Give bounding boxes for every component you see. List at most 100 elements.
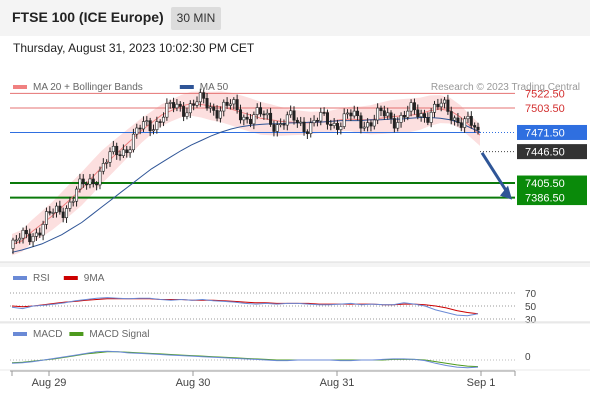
candle-body: [269, 112, 273, 125]
candle-body: [31, 236, 35, 243]
candle-body: [292, 110, 296, 121]
candle-body: [319, 112, 323, 122]
rsi-pane: [0, 267, 590, 322]
candle-body: [446, 99, 450, 112]
forecast-arrow-shaft: [480, 151, 510, 195]
x-axis-pane: [0, 371, 590, 400]
x-label-2: Aug 31: [320, 377, 355, 389]
candle-body: [299, 121, 303, 124]
candle-body: [399, 115, 403, 123]
candle-body: [175, 103, 179, 109]
legend-swatch-0: [13, 85, 27, 89]
candle-body: [188, 103, 192, 114]
candle-body: [396, 122, 400, 129]
candle-body: [249, 118, 253, 125]
candle-body: [44, 211, 48, 225]
timeframe-badge[interactable]: 30 MIN: [171, 7, 221, 30]
candle-body: [238, 109, 242, 121]
candle-body: [195, 101, 199, 106]
candle-body: [289, 110, 293, 116]
candle-body: [386, 112, 390, 117]
candle-body: [279, 123, 283, 126]
candle-body: [172, 102, 176, 109]
candle-body: [85, 183, 89, 186]
macd-pane: [0, 324, 590, 369]
candle-body: [409, 102, 413, 112]
candle-body: [121, 149, 125, 156]
level-label-5: 7386.50: [525, 193, 565, 205]
candle-body: [272, 124, 276, 132]
macd-level-label: 0: [525, 352, 531, 363]
credit-label: Research © 2023 Trading Central: [431, 82, 580, 93]
candle-body: [232, 99, 236, 105]
rsi-legend-swatch-1: [63, 276, 78, 280]
candle-body: [255, 107, 259, 115]
candle-body: [105, 161, 109, 164]
candle-body: [18, 237, 22, 241]
last-price-tag: [517, 144, 587, 160]
candle-body: [54, 205, 58, 213]
resistance-tag: [517, 124, 587, 140]
candle-body: [41, 224, 45, 236]
candle-body: [205, 98, 209, 109]
candle-body: [429, 111, 433, 123]
candle-body: [379, 107, 383, 112]
candle-body: [275, 124, 279, 132]
candle-body: [152, 129, 156, 132]
candle-body: [215, 110, 219, 119]
candle-body: [218, 110, 222, 119]
candle-body: [309, 122, 313, 134]
candle-body: [335, 123, 339, 130]
candle-body: [439, 102, 443, 108]
candle-body: [469, 116, 473, 126]
candle-body: [65, 208, 69, 219]
candle-body: [342, 113, 346, 127]
candle-body: [24, 229, 28, 235]
rsi-level-label-2: 30: [525, 315, 537, 326]
candle-body: [225, 101, 229, 106]
rsi-legend-label-0: RSI: [33, 273, 50, 284]
candle-body: [38, 232, 42, 236]
candle-body: [141, 121, 145, 130]
candle-body: [228, 103, 232, 106]
candle-body: [436, 103, 440, 108]
rsi-level-label-1: 50: [525, 302, 537, 313]
macd-line: [11, 350, 479, 369]
candle-body: [369, 122, 373, 127]
support-tag: [517, 175, 587, 191]
candle-body: [28, 233, 32, 243]
candle-body: [366, 122, 370, 128]
candle-body: [71, 200, 75, 203]
candle-body: [202, 92, 206, 99]
x-label-1: Aug 30: [176, 377, 211, 389]
candle-body: [285, 114, 289, 126]
candle-body: [185, 112, 189, 117]
candle-body: [91, 178, 95, 185]
candle-body: [11, 239, 15, 249]
legend-label-0: MA 20 + Bollinger Bands: [33, 82, 143, 93]
candle-body: [412, 102, 416, 111]
macd-legend-swatch-1: [69, 332, 84, 336]
candle-body: [312, 119, 316, 124]
candle-body: [182, 106, 186, 117]
candle-body: [262, 113, 266, 116]
legend-swatch-1: [179, 85, 194, 89]
instrument-title: FTSE 100 (ICE Europe): [12, 9, 164, 25]
candle-body: [416, 109, 420, 118]
candle-body: [329, 124, 333, 126]
candle-body: [372, 119, 376, 127]
candle-body: [466, 116, 470, 120]
macd-legend-label-1: MACD Signal: [89, 329, 149, 340]
candle-body: [208, 106, 212, 109]
level-label-4: 7405.50: [525, 178, 565, 190]
candle-body: [322, 112, 326, 114]
level-label-1: 7503.50: [525, 103, 565, 115]
candle-body: [302, 121, 306, 133]
candle-body: [305, 131, 309, 134]
candle-body: [473, 125, 477, 128]
candle-body: [21, 229, 25, 239]
candle-body: [75, 188, 79, 202]
candle-body: [426, 117, 430, 123]
candle-body: [459, 122, 463, 128]
candle-body: [111, 145, 115, 153]
